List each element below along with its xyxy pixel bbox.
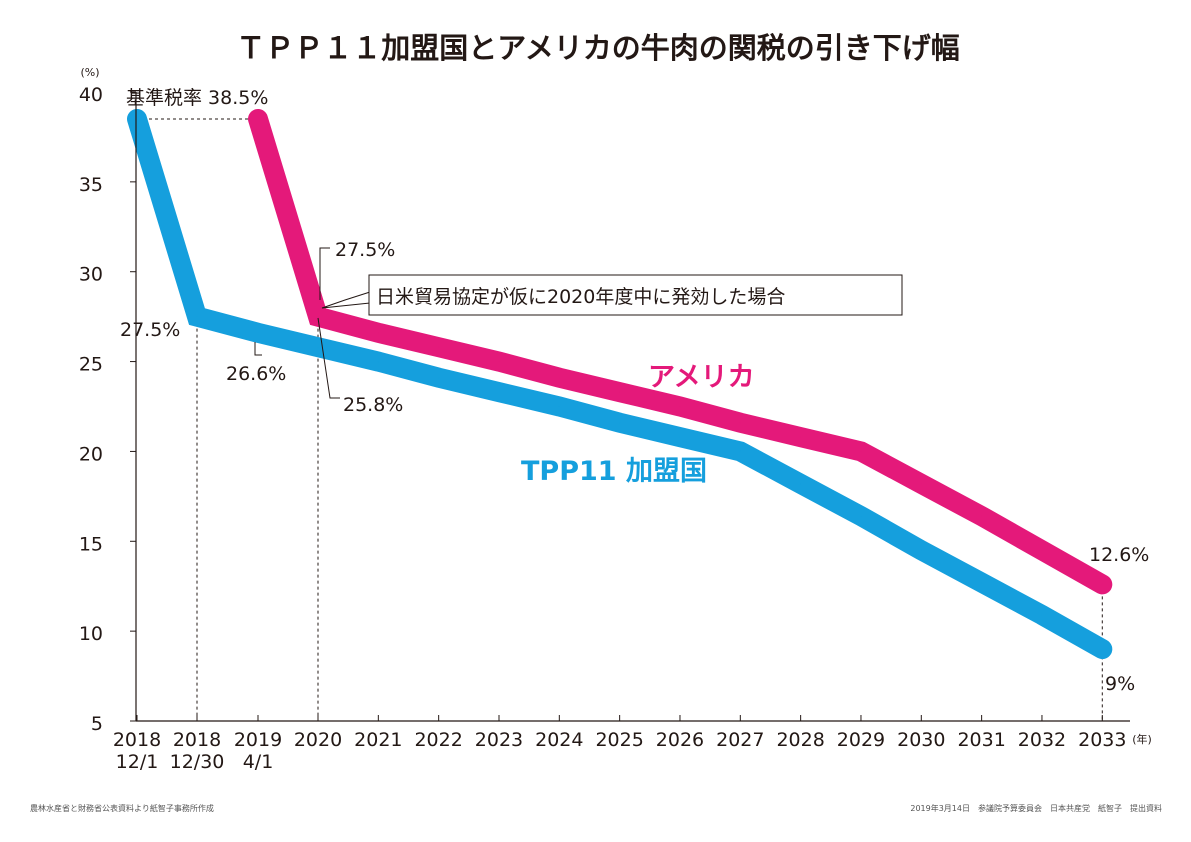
y-tick-label: 10 xyxy=(79,623,103,645)
us-point-14 xyxy=(1101,583,1103,585)
us-point-0 xyxy=(257,118,259,120)
tpp11-point-15 xyxy=(1041,614,1043,616)
us-start-label: 27.5% xyxy=(335,239,395,261)
us-point-6 xyxy=(619,391,621,393)
y-tick-label: 30 xyxy=(79,264,103,286)
tpp11-point-5 xyxy=(438,377,440,379)
us-point-2 xyxy=(377,332,379,334)
series-line-us xyxy=(248,109,1113,595)
x-tick-label: 2028 xyxy=(776,729,824,751)
x-tick-sublabel: 12/1 xyxy=(116,751,159,773)
tpp11-point-12 xyxy=(860,515,862,517)
x-tick-label: 2030 xyxy=(897,729,945,751)
us-point-13 xyxy=(1041,549,1043,551)
x-tick-sublabel: 12/30 xyxy=(170,751,225,773)
tpp11-point-16 xyxy=(1101,648,1103,650)
tpp11-point-7 xyxy=(558,406,560,407)
us-start-leader xyxy=(319,247,330,300)
x-tick-label: 2019 xyxy=(234,729,282,751)
tpp-2020-leader xyxy=(317,317,340,399)
callout-text: 日米貿易協定が仮に2020年度中に発効した場合 xyxy=(376,286,785,308)
us-point-5 xyxy=(558,377,560,379)
base-rate-label: 基準税率 38.5% xyxy=(126,87,268,109)
us-point-3 xyxy=(438,346,440,348)
y-axis-unit: (%) xyxy=(80,66,99,79)
y-tick-label: 40 xyxy=(79,84,103,106)
us-point-4 xyxy=(498,361,500,363)
series-layer xyxy=(127,109,1113,660)
us-end-label: 12.6% xyxy=(1089,544,1149,566)
tpp11-point-0 xyxy=(136,118,138,120)
y-tick-label: 15 xyxy=(79,533,103,555)
x-tick-label: 2018 xyxy=(113,729,161,751)
axes xyxy=(135,92,1130,722)
tpp11-point-14 xyxy=(981,582,983,584)
x-tick-label: 2020 xyxy=(294,729,342,751)
us-point-8 xyxy=(739,422,741,424)
us-point-11 xyxy=(920,483,922,485)
tpp11-point-2 xyxy=(257,332,259,334)
x-tick-label: 2023 xyxy=(475,729,523,751)
tpp11-point-8 xyxy=(619,422,621,424)
tpp11-point-9 xyxy=(679,436,681,438)
x-tick-label: 2024 xyxy=(535,729,583,751)
y-tick-label: 5 xyxy=(91,713,103,735)
tpp11-point-1 xyxy=(196,316,198,318)
footer-source: 農林水産省と財務省公表資料より紙智子事務所作成 xyxy=(30,803,214,813)
us-point-7 xyxy=(679,406,681,407)
x-tick-label: 2018 xyxy=(173,729,221,751)
tpp11-point-4 xyxy=(377,361,379,363)
us-point-12 xyxy=(981,515,983,517)
callout-box: 日米貿易協定が仮に2020年度中に発効した場合 xyxy=(321,274,903,316)
legend-us: アメリカ xyxy=(648,362,755,393)
tpp-2019-label: 26.6% xyxy=(226,363,286,385)
legend-tpp: TPP11 加盟国 xyxy=(521,456,707,487)
x-tick-label: 2027 xyxy=(716,729,764,751)
tpp-2019-leader xyxy=(254,342,262,356)
x-axis-unit: (年) xyxy=(1132,732,1152,746)
us-point-10 xyxy=(860,450,862,452)
tpp11-point-13 xyxy=(920,549,922,551)
x-tick-label: 2029 xyxy=(837,729,885,751)
x-tick-label: 2031 xyxy=(957,729,1005,751)
x-tick-label: 2021 xyxy=(354,729,402,751)
tpp11-point-3 xyxy=(317,346,319,348)
x-tick-sublabel: 4/1 xyxy=(243,751,274,773)
chart-title: ＴＰＰ１１加盟国とアメリカの牛肉の関税の引き下げ幅 xyxy=(236,31,960,65)
y-tick-label: 25 xyxy=(79,354,103,376)
annotations: 基準税率 38.5% 27.5% 26.6% 25.8% 27.5% 12.6%… xyxy=(120,87,1149,695)
tpp11-point-6 xyxy=(498,391,500,393)
us-point-9 xyxy=(800,436,802,438)
y-ticks: 5 10 15 20 25 30 35 40 xyxy=(79,84,136,735)
x-tick-label: 2022 xyxy=(414,729,462,751)
x-tick-label: 2032 xyxy=(1018,729,1066,751)
tpp-2020-label: 25.8% xyxy=(343,394,403,416)
tpp-start-label: 27.5% xyxy=(120,319,180,341)
tpp11-point-10 xyxy=(739,450,741,452)
us-point-1 xyxy=(317,316,319,318)
y-tick-label: 20 xyxy=(79,443,103,465)
tpp-end-label: 9% xyxy=(1105,673,1135,695)
x-tick-label: 2025 xyxy=(595,729,643,751)
x-tick-label: 2026 xyxy=(656,729,704,751)
tpp11-point-11 xyxy=(800,483,802,485)
y-tick-label: 35 xyxy=(79,174,103,196)
footer-credit: 2019年3月14日 参議院予算委員会 日本共産党 紙智子 提出資料 xyxy=(910,803,1162,813)
x-tick-label: 2033 xyxy=(1078,729,1126,751)
